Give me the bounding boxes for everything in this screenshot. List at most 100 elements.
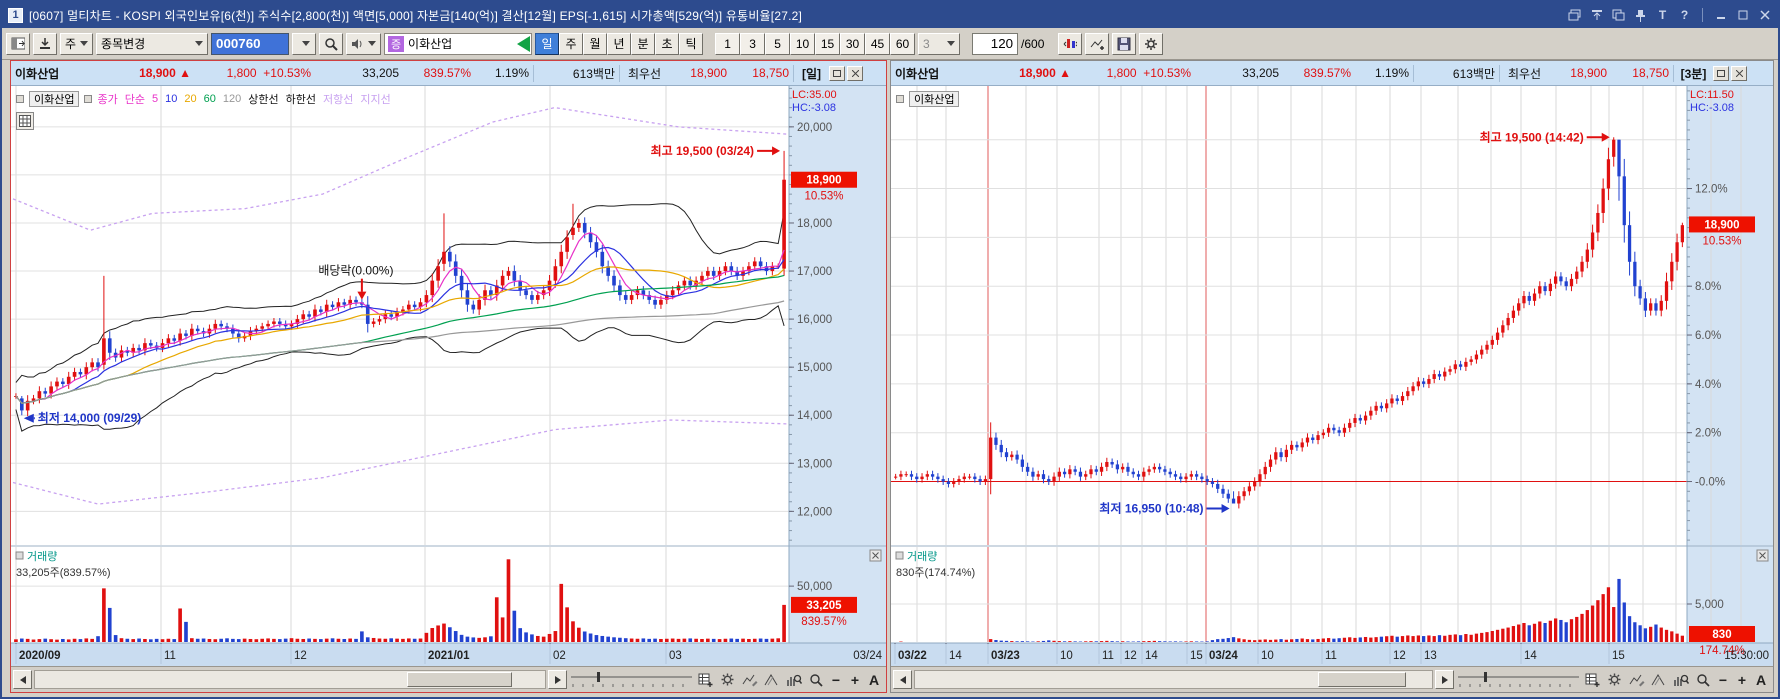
zoom-in-button[interactable]: + [850, 671, 860, 688]
magnifier-icon[interactable] [806, 670, 825, 689]
pin-top-icon[interactable] [1589, 8, 1604, 22]
popup-window-icon[interactable] [1567, 8, 1582, 22]
daily-plot-layer [12, 106, 788, 505]
minimize-button[interactable] [1713, 8, 1728, 22]
help-icon[interactable]: ? [1680, 8, 1689, 22]
best-ask: 18,750 [1632, 66, 1669, 80]
svg-text:11: 11 [1102, 650, 1114, 662]
volume-zoom-icon[interactable] [784, 670, 803, 689]
minute-chart-footer: − + A [891, 666, 1773, 692]
search-button[interactable] [319, 32, 344, 55]
bar-count-input[interactable] [972, 32, 1019, 55]
zoom-out-button[interactable]: − [831, 671, 841, 688]
tab-월[interactable]: 월 [583, 32, 608, 55]
svg-text:14: 14 [1524, 650, 1537, 662]
minute-button-5[interactable]: 5 [765, 32, 791, 55]
svg-text:18,900: 18,900 [806, 175, 841, 187]
minute-button-3[interactable]: 3 [740, 32, 766, 55]
minute-button-1[interactable]: 1 [715, 32, 741, 55]
stock-code-input[interactable] [211, 32, 290, 55]
zoom-in-button[interactable]: + [1737, 671, 1747, 688]
tab-년[interactable]: 년 [607, 32, 632, 55]
close-button[interactable] [1757, 8, 1772, 22]
tab-주[interactable]: 주 [559, 32, 584, 55]
window-title: [0607] 멀티차트 - KOSPI 외국인보유[6(천)] 주식수[2,80… [29, 8, 803, 23]
panel-layout-button[interactable] [6, 32, 30, 55]
auto-scale-button[interactable]: A [868, 671, 880, 688]
scrollbar-thumb[interactable] [1318, 672, 1407, 687]
minute-dropdown[interactable]: 3 [918, 32, 961, 55]
window-number-badge: 1 [8, 7, 23, 23]
close-pane-button[interactable] [847, 65, 863, 81]
daily-chart-canvas[interactable]: 20,000 18,000 17,000 16,000 15,000 14,000 13,0… [11, 86, 886, 666]
minute-chart-canvas[interactable]: 12.0% 8.0% 6.0% 4.0% 2.0% -0.0% LC:11.50HC:-3.… [891, 86, 1773, 666]
minute-button-45[interactable]: 45 [865, 32, 891, 55]
chart-gear-icon[interactable] [718, 670, 737, 689]
scroll-right-button[interactable] [548, 670, 567, 689]
minute-chart-scrollbar[interactable] [914, 670, 1433, 689]
maximize-button[interactable] [1735, 8, 1750, 22]
svg-text:HC:-3.08: HC:-3.08 [1690, 102, 1734, 114]
volume-zoom-icon[interactable] [1671, 670, 1690, 689]
chart-settings-icon[interactable] [1139, 32, 1164, 55]
close-volume-pane-button[interactable] [869, 549, 882, 562]
maximize-pane-button[interactable] [1713, 65, 1729, 81]
current-stock-chip[interactable]: 증 이화산업 [384, 32, 533, 55]
legend-item: 단순 [124, 94, 145, 106]
best-ask: 18,750 [752, 66, 789, 80]
tab-초[interactable]: 초 [655, 32, 680, 55]
save-chart-icon[interactable] [1112, 32, 1137, 55]
trendline-icon[interactable] [1649, 670, 1668, 689]
chart-grid-icon[interactable] [1583, 670, 1602, 689]
bar-spacing-slider[interactable] [1456, 670, 1581, 690]
add-indicator-icon[interactable] [1085, 32, 1110, 55]
trendline-icon[interactable] [762, 670, 781, 689]
tab-일[interactable]: 일 [535, 32, 560, 55]
code-dropdown-button[interactable] [292, 32, 317, 55]
annotation-low: 최저 14,000 (09/29) [23, 410, 141, 425]
close-pane-button[interactable] [1731, 65, 1747, 81]
tab-분[interactable]: 분 [631, 32, 656, 55]
scroll-left-button[interactable] [13, 670, 32, 689]
indicator-edit-icon[interactable] [1627, 670, 1646, 689]
indicator-edit-icon[interactable] [740, 670, 759, 689]
svg-text:5,000: 5,000 [1695, 599, 1724, 611]
maximize-pane-button[interactable] [829, 65, 845, 81]
legend-toggle-icon[interactable] [84, 95, 93, 103]
minute-button-30[interactable]: 30 [840, 32, 866, 55]
svg-text:33,205주(839.57%): 33,205주(839.57%) [16, 567, 111, 579]
scroll-left-button[interactable] [893, 670, 912, 689]
period-badge: [3분] [1673, 64, 1713, 82]
auto-scale-button[interactable]: A [1755, 671, 1767, 688]
minute-button-10[interactable]: 10 [790, 32, 816, 55]
stock-change-dropdown[interactable]: 종목변경 [96, 32, 209, 55]
pin-icon[interactable] [1633, 8, 1648, 22]
period-quick-dropdown[interactable]: 주 [60, 32, 94, 55]
sound-alert-button[interactable] [346, 32, 382, 55]
chart-grid-icon[interactable] [696, 670, 715, 689]
minute-button-60[interactable]: 60 [890, 32, 916, 55]
font-icon[interactable]: T [1658, 8, 1667, 22]
minute3-plot-layer [894, 137, 1684, 509]
chevron-down-icon [195, 41, 204, 46]
legend-toggle-icon[interactable] [16, 95, 24, 103]
save-layout-button[interactable] [33, 32, 57, 55]
svg-text:최저 16,950 (10:48): 최저 16,950 (10:48) [1099, 500, 1203, 515]
scroll-right-button[interactable] [1435, 670, 1454, 689]
zoom-out-button[interactable]: − [1718, 671, 1728, 688]
chart-gear-icon[interactable] [1605, 670, 1624, 689]
daily-chart-scrollbar[interactable] [34, 670, 546, 689]
tab-틱[interactable]: 틱 [679, 32, 704, 55]
minute-button-15[interactable]: 15 [815, 32, 841, 55]
data-table-icon[interactable] [16, 112, 34, 130]
copy-window-icon[interactable] [1611, 8, 1626, 22]
daily-chart-legend: 이화산업 종가 단순 5 10 20 60 120 상한선 하한선 저항선 지지선 [16, 91, 391, 107]
scrollbar-thumb[interactable] [407, 672, 513, 687]
svg-text:17,000: 17,000 [797, 266, 832, 278]
up-arrow-icon: ▲ [179, 66, 191, 80]
close-volume-pane-button[interactable] [1756, 549, 1769, 562]
legend-toggle-icon[interactable] [896, 95, 904, 103]
magnifier-icon[interactable] [1693, 670, 1712, 689]
bar-spacing-slider[interactable] [569, 670, 694, 690]
candle-arrows-icon[interactable] [1058, 32, 1083, 55]
